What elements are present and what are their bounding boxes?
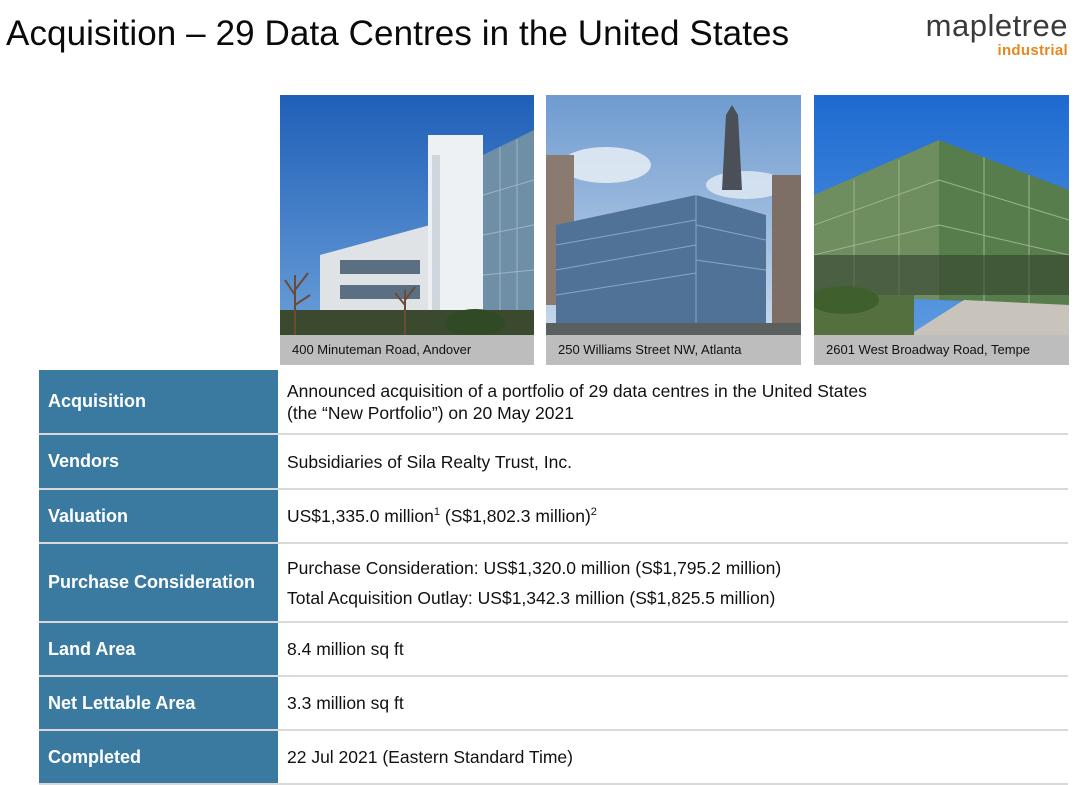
table-row-valuation: Valuation US$1,335.0 million1 (S$1,802.3… [39, 490, 1068, 544]
value-line: US$1,335.0 million1 (S$1,802.3 million)2 [287, 505, 1068, 527]
value-line: Announced acquisition of a portfolio of … [287, 380, 867, 401]
photo-andover: 400 Minuteman Road, Andover [280, 95, 534, 365]
photo-caption: 250 Williams Street NW, Atlanta [546, 335, 801, 365]
value-line: Subsidiaries of Sila Realty Trust, Inc. [287, 451, 572, 472]
acquisition-details-table: Acquisition Announced acquisition of a p… [39, 370, 1068, 785]
valuation-usd: US$1,335.0 million [287, 506, 434, 526]
row-value: US$1,335.0 million1 (S$1,802.3 million)2 [278, 490, 1068, 542]
building-image-atlanta [546, 95, 801, 335]
value-line: 3.3 million sq ft [287, 693, 404, 713]
row-value: Announced acquisition of a portfolio of … [278, 370, 1068, 433]
logo-subtitle: industrial [997, 42, 1068, 59]
photo-tempe: 2601 West Broadway Road, Tempe [814, 95, 1069, 365]
row-label: Completed [39, 731, 278, 783]
row-label: Land Area [39, 623, 278, 675]
row-label: Vendors [39, 435, 278, 488]
row-value: 3.3 million sq ft [278, 677, 1068, 729]
value-line: 22 Jul 2021 (Eastern Standard Time) [287, 747, 573, 767]
row-value: 8.4 million sq ft [278, 623, 1068, 675]
footnote-marker: 2 [590, 506, 597, 519]
photo-caption: 2601 West Broadway Road, Tempe [814, 335, 1069, 365]
value-line: Purchase Consideration: US$1,320.0 milli… [287, 557, 782, 578]
table-row-vendors: Vendors Subsidiaries of Sila Realty Trus… [39, 435, 1068, 490]
logo-wordmark: mapletree [925, 8, 1068, 43]
building-image-tempe [814, 95, 1069, 335]
valuation-sgd: (S$1,802.3 million) [440, 506, 591, 526]
table-row-purchase-consideration: Purchase Consideration Purchase Consider… [39, 544, 1068, 623]
row-label: Purchase Consideration [39, 544, 278, 621]
table-row-net-lettable-area: Net Lettable Area 3.3 million sq ft [39, 677, 1068, 731]
photo-caption: 400 Minuteman Road, Andover [280, 335, 534, 365]
row-value: 22 Jul 2021 (Eastern Standard Time) [278, 731, 1068, 783]
photo-atlanta: 250 Williams Street NW, Atlanta [546, 95, 801, 365]
row-label: Acquisition [39, 370, 278, 433]
mapletree-logo: mapletree industrial [906, 8, 1068, 60]
row-label: Net Lettable Area [39, 677, 278, 729]
table-row-acquisition: Acquisition Announced acquisition of a p… [39, 370, 1068, 435]
value-line: 8.4 million sq ft [287, 639, 404, 659]
value-line: (the “New Portfolio”) on 20 May 2021 [287, 402, 574, 423]
footnote-marker: 1 [433, 506, 441, 519]
page-title: Acquisition – 29 Data Centres in the Uni… [6, 14, 790, 53]
row-label: Valuation [39, 490, 278, 542]
table-row-completed: Completed 22 Jul 2021 (Eastern Standard … [39, 731, 1068, 785]
table-row-land-area: Land Area 8.4 million sq ft [39, 623, 1068, 677]
row-value: Purchase Consideration: US$1,320.0 milli… [278, 544, 1068, 621]
building-image-andover [280, 95, 534, 335]
value-line: Total Acquisition Outlay: US$1,342.3 mil… [287, 587, 776, 608]
row-value: Subsidiaries of Sila Realty Trust, Inc. [278, 435, 1068, 488]
